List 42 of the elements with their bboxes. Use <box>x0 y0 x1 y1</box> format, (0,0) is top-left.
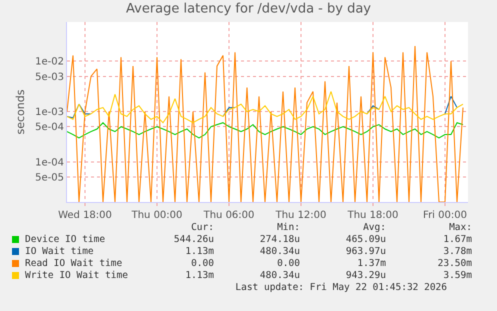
chart-title: Average latency for /dev/vda - by day <box>126 1 372 16</box>
text: 23.50m <box>436 258 472 270</box>
text: 3.78m <box>442 246 472 258</box>
x-tick-label: Wed 18:00 <box>58 210 112 221</box>
text: 0.00 <box>190 258 214 270</box>
line-series <box>67 91 464 124</box>
line-series <box>67 46 464 202</box>
y-tick-label: 5e-05 <box>35 172 64 184</box>
text: 3.59m <box>442 270 472 282</box>
y-axis-title: seconds <box>14 89 27 134</box>
x-tick-label: Thu 18:00 <box>346 210 398 221</box>
legend-label: Write IO Wait time <box>24 270 128 282</box>
text: 1.13m <box>184 246 214 258</box>
y-tick-label: 1e-02 <box>35 56 64 68</box>
legend-label: Read IO Wait time <box>24 258 124 270</box>
text: Cur: <box>190 222 214 234</box>
text: 274.18u <box>258 234 300 246</box>
text: 1.67m <box>442 234 472 246</box>
text: Max: <box>448 222 472 234</box>
legend-label: IO Wait time <box>24 246 95 258</box>
text: 1.13m <box>184 270 214 282</box>
x-tick-label: Fri 00:00 <box>423 210 467 221</box>
line-series <box>67 122 464 138</box>
x-tick-label: Thu 00:00 <box>130 210 182 221</box>
text: 480.34u <box>258 270 300 282</box>
text: Avg: <box>362 222 386 234</box>
text: 1.37m <box>356 258 386 270</box>
y-tick-label: 5e-03 <box>35 72 64 83</box>
text: 480.34u <box>258 246 300 258</box>
text: 465.09u <box>344 234 386 246</box>
y-tick-label: 1e-04 <box>35 157 64 168</box>
text: Min: <box>276 222 300 234</box>
text: 963.97u <box>344 246 386 258</box>
text: 943.29u <box>344 270 386 282</box>
legend-label: Device IO time <box>24 234 106 246</box>
y-tick-label: 5e-04 <box>35 122 64 134</box>
x-tick-label: Thu 12:00 <box>274 210 326 221</box>
text: 544.26u <box>172 234 214 246</box>
text: 0.00 <box>276 258 300 270</box>
text: Last update: Fri May 22 01:45:32 2026 <box>234 282 448 294</box>
x-tick-label: Thu 06:00 <box>202 210 254 221</box>
y-tick-label: 1e-03 <box>35 107 64 118</box>
